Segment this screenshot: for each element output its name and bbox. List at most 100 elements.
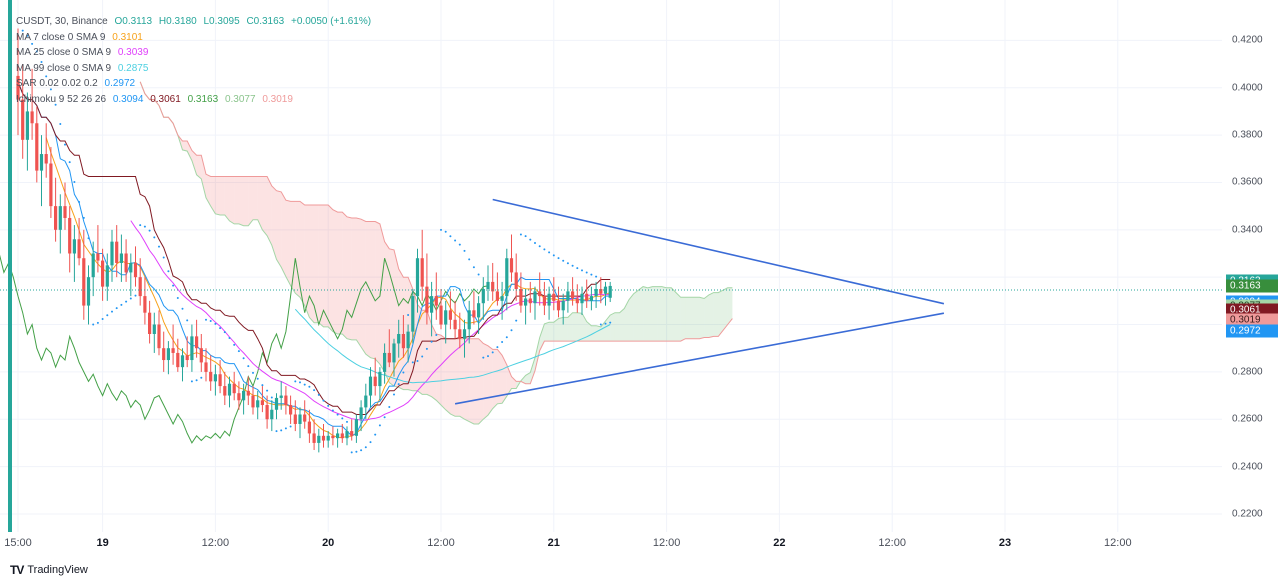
sar-dot — [609, 321, 612, 324]
sar-dot — [524, 235, 527, 238]
brand-name: TradingView — [27, 564, 88, 576]
sar-dot — [190, 380, 193, 383]
candle-body — [16, 75, 20, 100]
candle-body — [213, 374, 217, 382]
sar-dot — [538, 245, 541, 248]
sar-dot — [115, 307, 118, 310]
sar-dot — [364, 446, 367, 449]
legend-ichimoku-v2: 0.3061 — [150, 93, 181, 105]
sar-dot — [64, 143, 66, 146]
cloud-segment — [614, 312, 620, 342]
sar-dot — [416, 359, 419, 362]
cloud-segment — [389, 248, 394, 387]
legend-ichimoku-v4: 0.3077 — [224, 93, 256, 105]
candle-body — [119, 253, 123, 263]
cloud-segment — [276, 190, 282, 268]
candle-body — [373, 376, 377, 387]
price-badge: 0.3019 — [1226, 313, 1278, 327]
sar-dot — [496, 346, 499, 349]
sar-dot — [548, 251, 551, 254]
cloud-segment — [379, 223, 385, 372]
cloud-segment — [657, 286, 662, 342]
time-axis[interactable]: 15:00 19 12:00 20 12:00 21 12:00 22 12:00 23 12:00 — [0, 532, 1222, 554]
candle-body — [124, 253, 128, 273]
sar-dot — [270, 396, 273, 399]
cloud-segment — [558, 317, 564, 342]
sar-dot — [299, 381, 301, 384]
candle-body — [148, 312, 152, 334]
cloud-segment — [403, 277, 409, 390]
cloud-segment — [718, 290, 723, 337]
cloud-segment — [361, 219, 366, 355]
legend-ma25-row[interactable]: MA 25 close 0 SMA 9 0.3039 — [16, 45, 371, 61]
cloud-segment — [511, 376, 517, 389]
legend-symbol: CUSDT, 30, Binance — [16, 16, 108, 27]
legend-open: O0.3113 — [114, 16, 153, 27]
candle-body — [209, 371, 213, 382]
sar-dot — [505, 336, 508, 339]
cloud-segment — [704, 294, 709, 338]
cloud-segment — [248, 176, 253, 226]
legend-ma99-row[interactable]: MA 99 close 0 SMA 9 0.2875 — [16, 61, 371, 77]
price-chart[interactable] — [0, 0, 1222, 532]
price-badge: 0.3061 — [1226, 303, 1278, 317]
price-tick-label: 0.3600 — [1232, 176, 1263, 188]
time-tick-label: 12:00 — [878, 537, 906, 549]
candle-body — [321, 435, 326, 441]
legend-ichimoku-row[interactable]: Ichimoku 9 52 26 26 0.3094 0.3061 0.3163… — [16, 92, 371, 108]
candle-body — [599, 289, 603, 294]
candle-body — [514, 272, 518, 290]
cloud-segment — [234, 176, 239, 224]
candle-body — [430, 296, 434, 313]
candle-body — [307, 421, 311, 434]
candle-body — [580, 293, 584, 304]
legend-sar-value: 0.2972 — [104, 78, 136, 89]
candle-body — [486, 281, 490, 290]
cloud-segment — [384, 241, 390, 383]
candle-body — [603, 286, 608, 294]
sar-dot — [604, 322, 607, 325]
sar-dot — [482, 356, 485, 359]
sar-dot — [440, 228, 442, 231]
sar-dot — [256, 377, 259, 380]
price-tick-label: 0.2200 — [1232, 508, 1263, 520]
candle-body — [284, 395, 288, 406]
cloud-segment — [436, 333, 441, 406]
cloud-segment — [295, 201, 300, 298]
cloud-segment — [497, 349, 503, 404]
sar-dot — [195, 379, 198, 382]
cloud-segment — [699, 297, 705, 339]
candle-body — [58, 206, 62, 230]
candle-body — [528, 298, 532, 304]
sar-dot — [200, 376, 203, 379]
sar-dot — [458, 243, 461, 246]
cloud-segment — [262, 176, 268, 236]
candle-body — [420, 258, 424, 287]
sar-dot — [280, 429, 283, 432]
legend-close: C0.3163 — [246, 16, 285, 27]
candle-body — [115, 241, 119, 263]
tradingview-brand[interactable]: TV TradingView — [10, 563, 88, 577]
cloud-segment — [238, 176, 244, 226]
candle-body — [425, 286, 429, 313]
sar-dot — [599, 323, 602, 326]
legend-ichimoku-v3: 0.3163 — [187, 93, 219, 105]
candle-body — [171, 348, 175, 353]
legend-ma7-row[interactable]: MA 7 close 0 SMA 9 0.3101 — [16, 30, 371, 46]
price-axis[interactable]: 0.4200 0.4000 0.3800 0.3600 0.3400 0.2800 0.26… — [1222, 0, 1280, 532]
sar-dot — [148, 229, 151, 232]
legend-ma25-value: 0.3039 — [117, 47, 149, 58]
cloud-segment — [394, 249, 399, 388]
sar-dot — [331, 409, 334, 412]
cloud-segment — [506, 364, 512, 397]
cloud-segment — [549, 322, 554, 342]
legend-sar-row[interactable]: SAR 0.02 0.02 0.2 0.2972 — [16, 76, 371, 92]
sar-dot — [595, 275, 598, 278]
candle-body — [462, 329, 467, 339]
cloud-segment — [643, 286, 648, 342]
cloud-segment — [723, 287, 728, 331]
sar-dot — [566, 262, 569, 265]
cloud-segment — [191, 150, 197, 175]
candle-body — [129, 262, 133, 273]
sar-dot — [129, 297, 132, 300]
